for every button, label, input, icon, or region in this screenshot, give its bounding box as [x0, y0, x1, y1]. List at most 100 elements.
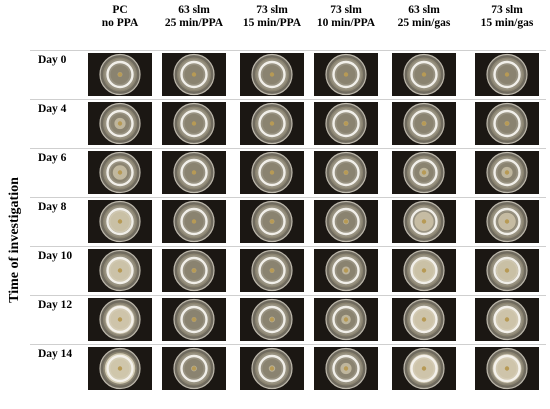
ring-light-glow [408, 255, 440, 286]
ring-light-reflection [106, 256, 134, 285]
column-header-line1: 73 slm [330, 4, 362, 16]
petri-dish-photo [162, 102, 226, 145]
ring-light-glow [178, 353, 210, 384]
inoculum-plug [421, 121, 427, 126]
ring-light-reflection [106, 158, 134, 187]
ring-light-glow [330, 108, 362, 139]
table-cell [314, 347, 378, 390]
column-header-line1: 63 slm [408, 4, 440, 16]
ring-light-glow [408, 108, 440, 139]
column-header-line2: 15 min/gas [480, 17, 534, 29]
table-cell [392, 249, 456, 292]
ring-light-glow [256, 157, 288, 188]
table-cell [475, 298, 539, 341]
petri-dish-photo [88, 53, 152, 96]
table-cell [475, 53, 539, 96]
column-header: PC no PPA [84, 4, 156, 30]
table-cell [392, 53, 456, 96]
ring-light-reflection [180, 305, 208, 334]
ring-light-glow [408, 157, 440, 188]
row-label: Day 4 [38, 103, 67, 115]
inoculum-plug [269, 366, 275, 371]
petri-dish-photo [162, 347, 226, 390]
table-cell [240, 151, 304, 194]
table-cell [162, 249, 226, 292]
ring-light-glow [104, 108, 136, 139]
petri-dish-photo [240, 102, 304, 145]
petri-dish-photo [314, 249, 378, 292]
table-row: Day 4 [30, 99, 546, 149]
row-label: Day 12 [38, 299, 73, 311]
ring-light-reflection [106, 109, 134, 138]
ring-light-reflection [410, 305, 438, 334]
inoculum-plug [117, 219, 123, 224]
ring-light-glow [256, 255, 288, 286]
ring-light-glow [178, 157, 210, 188]
inoculum-plug [191, 317, 197, 322]
inoculum-plug [421, 170, 427, 175]
petri-dish-photo [475, 200, 539, 243]
ring-light-glow [330, 157, 362, 188]
ring-light-reflection [106, 207, 134, 236]
petri-dish-photo [392, 151, 456, 194]
ring-light-glow [330, 353, 362, 384]
inoculum-plug [191, 121, 197, 126]
table-cell [314, 53, 378, 96]
petri-dish-photo [392, 249, 456, 292]
ring-light-reflection [332, 354, 360, 383]
ring-light-glow [408, 304, 440, 335]
inoculum-plug [117, 317, 123, 322]
petri-dish-photo [392, 298, 456, 341]
column-header-line1: 73 slm [491, 4, 523, 16]
petri-dish-photo [392, 200, 456, 243]
table-cell [314, 102, 378, 145]
table-cell [240, 200, 304, 243]
column-header-line2: 25 min/gas [397, 17, 451, 29]
ring-light-glow [330, 59, 362, 90]
table-cell [392, 151, 456, 194]
ring-light-glow [256, 206, 288, 237]
petri-dish-photo [475, 347, 539, 390]
inoculum-plug [504, 72, 510, 77]
table-cell [314, 151, 378, 194]
row-label: Day 14 [38, 348, 73, 360]
ring-light-reflection [258, 354, 286, 383]
ring-light-glow [330, 304, 362, 335]
column-header: 73 slm 10 min/PPA [310, 4, 382, 30]
column-header-line2: 15 min/PPA [242, 17, 302, 29]
table-cell [88, 53, 152, 96]
ring-light-reflection [258, 158, 286, 187]
inoculum-plug [504, 366, 510, 371]
column-header-line2: 25 min/PPA [164, 17, 224, 29]
table-cell [240, 249, 304, 292]
ring-light-reflection [410, 158, 438, 187]
table-cell [88, 102, 152, 145]
table-cell [314, 298, 378, 341]
ring-light-reflection [493, 354, 521, 383]
inoculum-plug [117, 366, 123, 371]
inoculum-plug [421, 219, 427, 224]
ring-light-glow [491, 304, 523, 335]
inoculum-plug [117, 170, 123, 175]
table-row: Day 14 [30, 344, 546, 394]
petri-dish-photo [240, 249, 304, 292]
inoculum-plug [117, 268, 123, 273]
table-cell [475, 249, 539, 292]
ring-light-glow [104, 304, 136, 335]
ring-light-glow [178, 108, 210, 139]
ring-light-glow [330, 206, 362, 237]
petri-dish-photo [240, 200, 304, 243]
row-label: Day 6 [38, 152, 67, 164]
inoculum-plug [117, 121, 123, 126]
column-header-line1: 63 slm [178, 4, 210, 16]
inoculum-plug [504, 317, 510, 322]
y-axis-label: Time of investigation [2, 95, 28, 385]
ring-light-glow [104, 206, 136, 237]
petri-dish-photo [392, 102, 456, 145]
petri-dish-photo [475, 53, 539, 96]
table-cell [392, 298, 456, 341]
inoculum-plug [269, 317, 275, 322]
inoculum-plug [343, 219, 349, 224]
table-cell [88, 347, 152, 390]
ring-light-reflection [493, 207, 521, 236]
